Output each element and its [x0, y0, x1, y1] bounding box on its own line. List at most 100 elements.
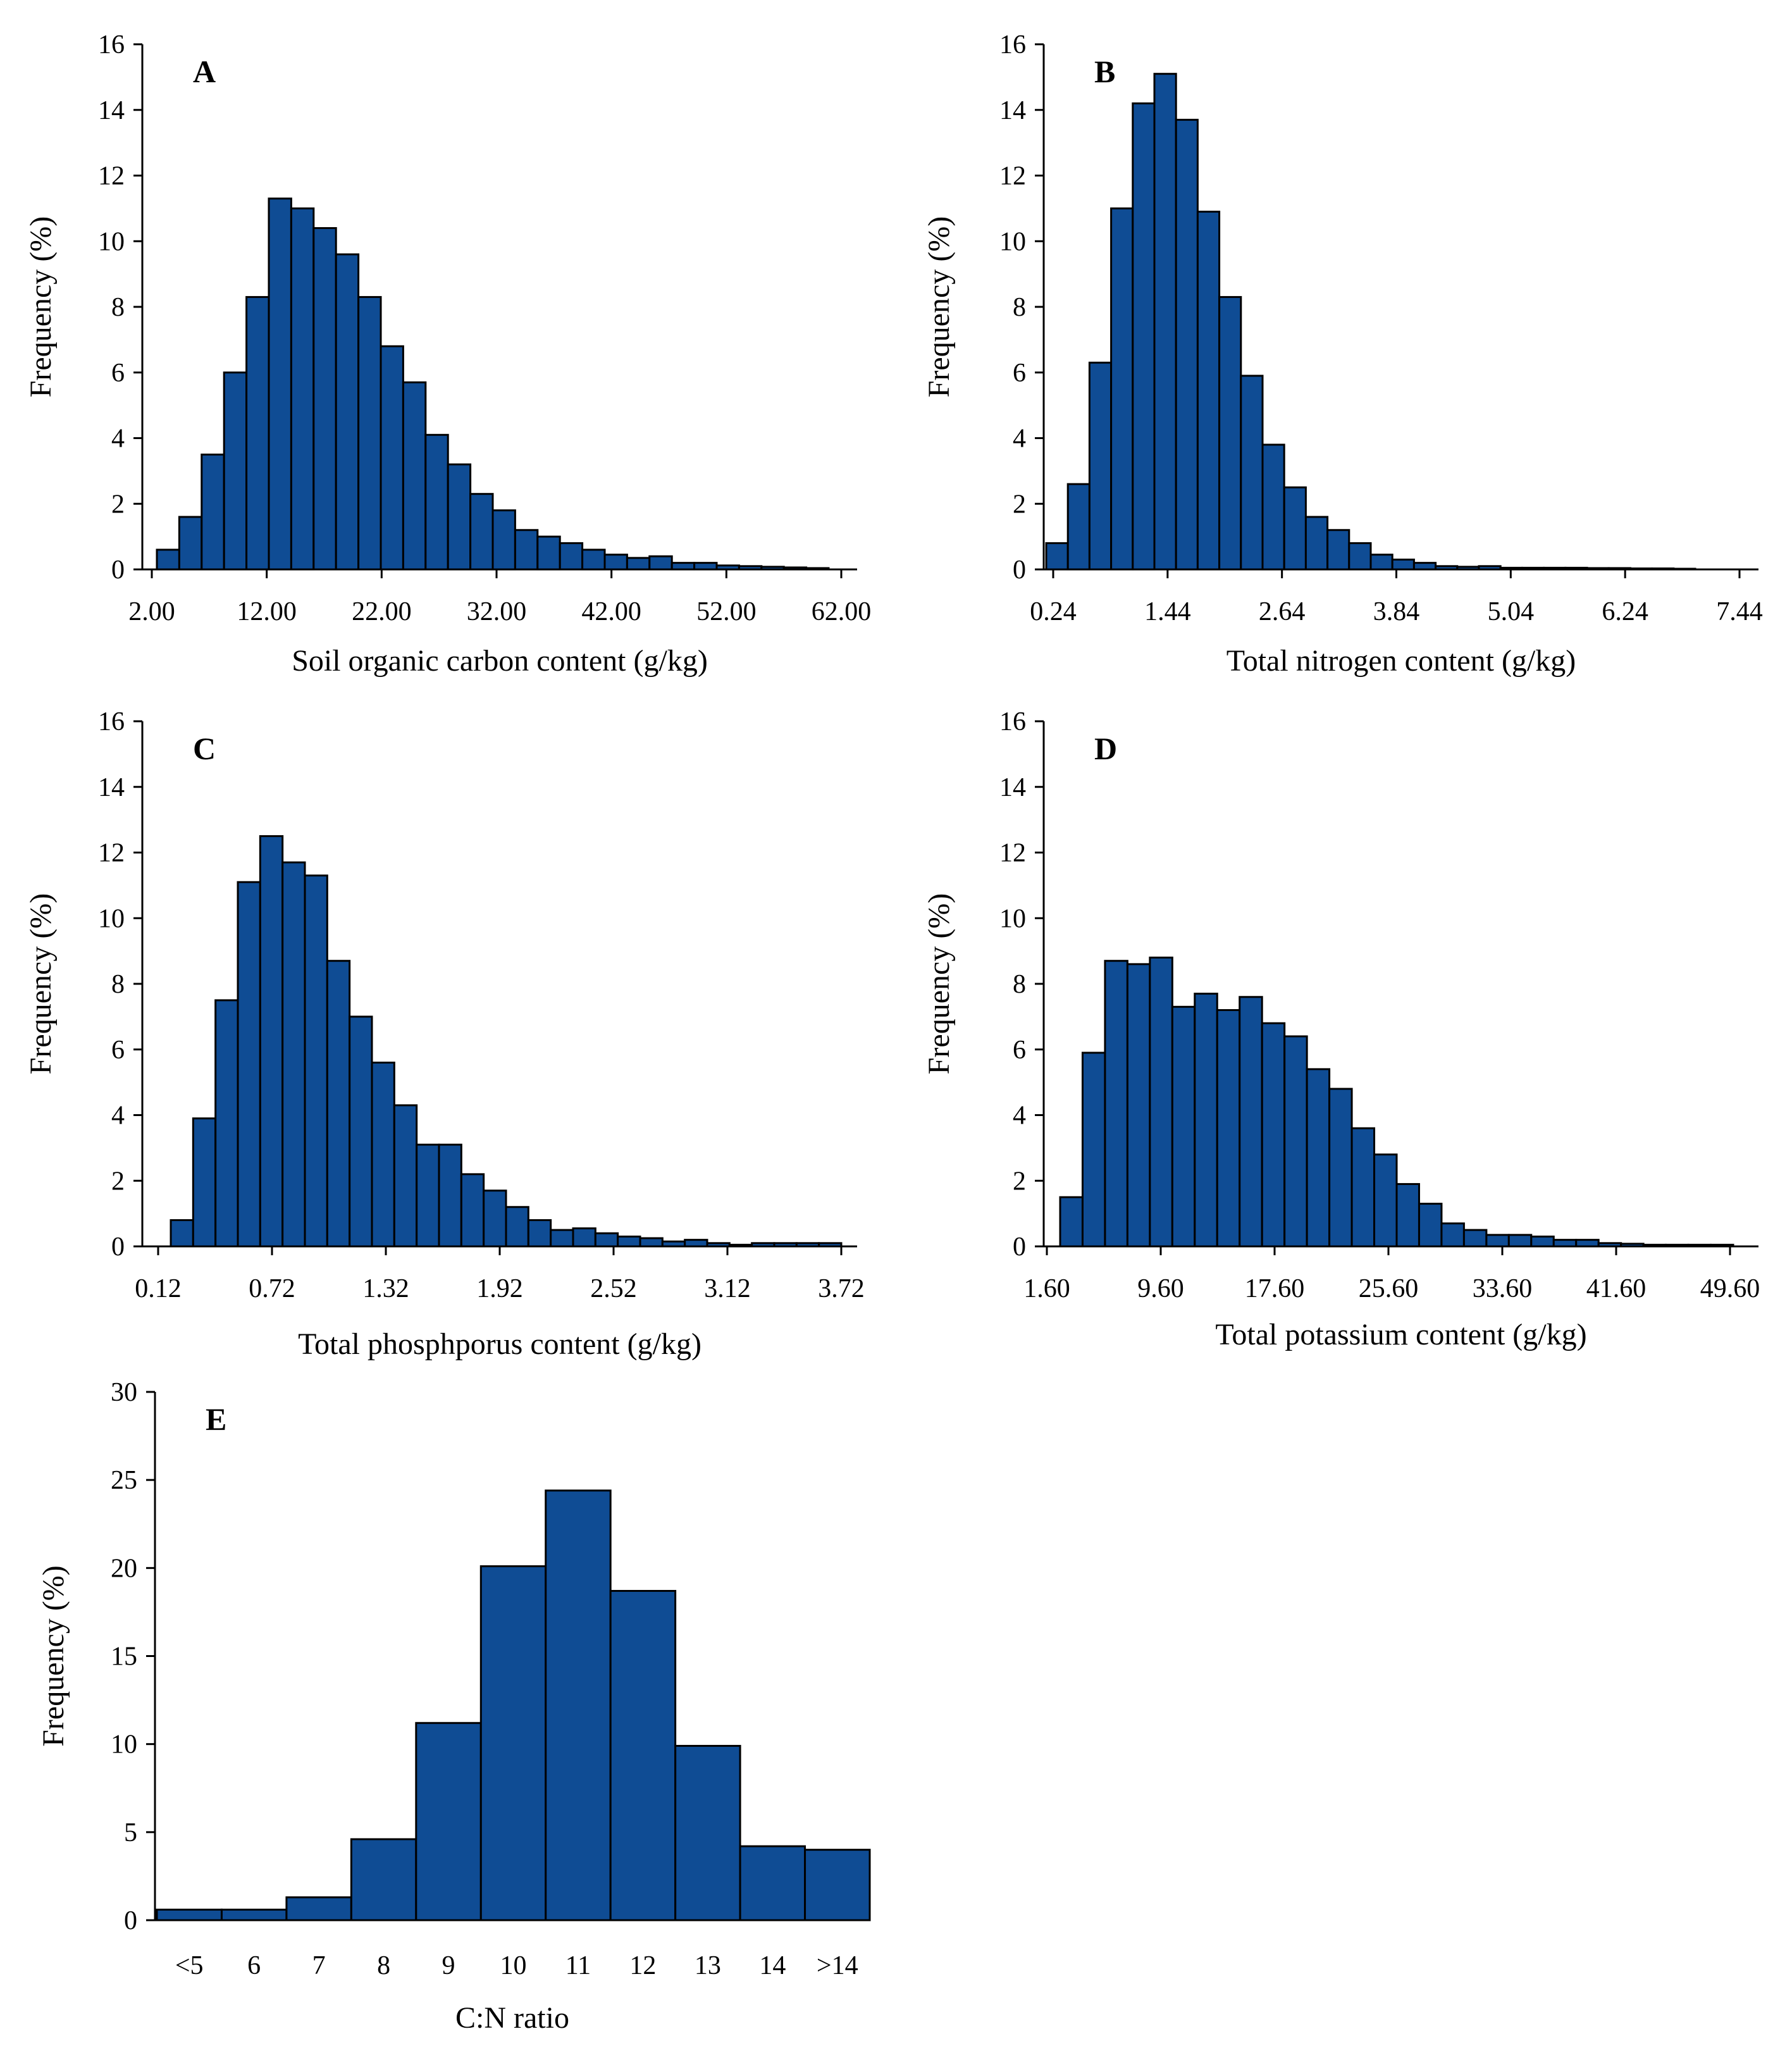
bar-d-9 — [1261, 1022, 1286, 1248]
x-axis-title-d: Total potassium content (g/kg) — [1215, 1318, 1586, 1351]
bar-a-23 — [670, 562, 696, 571]
y-tick-label-e-1: 5 — [124, 1818, 137, 1847]
chart-b: 0 2 4 6 8 10 12 14 16 0.24 1.44 2.64 3.84 5.04 6.24 7.4… — [922, 30, 1763, 678]
bar-b-2 — [1088, 361, 1113, 571]
bar-b-3 — [1110, 207, 1134, 571]
bar-a-14 — [469, 493, 494, 571]
y-tick-label-c-1: 2 — [111, 1167, 125, 1196]
bar-d-3 — [1126, 963, 1151, 1248]
y-tick-label-a-1: 2 — [111, 490, 125, 519]
bar-d-18 — [1462, 1229, 1488, 1248]
bar-a-15 — [491, 509, 516, 571]
x-tick-label-e-0: <5 — [175, 1951, 204, 1980]
x-tick-label-c-0: 0.12 — [135, 1274, 182, 1303]
x-tick-label-a-4: 42.00 — [581, 597, 641, 626]
bar-e-6 — [545, 1489, 612, 1921]
bar-a-22 — [648, 555, 673, 571]
x-tick-label-a-3: 32.00 — [467, 597, 527, 626]
bar-b-17 — [1412, 562, 1437, 571]
x-axis-title-b: Total nitrogen content (g/kg) — [1227, 644, 1576, 678]
bar-c-3 — [237, 881, 261, 1248]
x-tick-label-d-1: 9.60 — [1137, 1274, 1184, 1303]
y-tick-label-a-5: 10 — [98, 227, 125, 256]
x-tick-label-e-1: 6 — [247, 1951, 261, 1980]
y-tick-label-b-2: 4 — [1013, 425, 1026, 454]
bar-d-1 — [1081, 1052, 1106, 1248]
bar-d-23 — [1575, 1239, 1600, 1248]
y-tick-label-b-4: 8 — [1013, 293, 1026, 322]
y-tick-label-b-6: 12 — [999, 162, 1026, 191]
bar-e-3 — [350, 1838, 417, 1921]
x-tick-label-a-5: 52.00 — [696, 597, 757, 626]
bar-b-6 — [1175, 118, 1199, 571]
bar-c-6 — [304, 874, 328, 1248]
chart-panel-b: 0 2 4 6 8 10 12 14 16 0.24 1.44 2.64 3.84 5.04 6.24 7.4… — [898, 0, 1792, 702]
bar-a-5 — [268, 197, 292, 571]
bar-c-21 — [639, 1237, 664, 1248]
x-tick-label-e-2: 7 — [312, 1951, 326, 1980]
x-tick-label-e-5: 10 — [500, 1951, 527, 1980]
bar-a-16 — [514, 529, 539, 571]
y-axis-title-e: Frequency (%) — [37, 1565, 70, 1747]
bar-c-5 — [281, 861, 306, 1248]
bar-d-10 — [1283, 1035, 1308, 1248]
chart-c: 0 2 4 6 8 10 12 14 16 0.12 0.72 1.32 1.92 2.52 3.12 3.7… — [24, 707, 865, 1361]
bar-a-2 — [201, 453, 225, 571]
y-axis-title-a: Frequency (%) — [24, 216, 58, 398]
y-tick-label-c-5: 10 — [98, 904, 125, 933]
y-tick-label-a-2: 4 — [111, 425, 125, 454]
bar-d-12 — [1328, 1088, 1353, 1248]
y-tick-label-c-8: 16 — [98, 707, 125, 736]
x-tick-label-a-6: 62.00 — [812, 597, 872, 626]
x-tick-label-b-6: 7.44 — [1716, 597, 1763, 626]
bar-a-20 — [603, 554, 628, 571]
x-axis-title-e: C:N ratio — [455, 2001, 569, 2035]
bar-e-0 — [156, 1908, 223, 1921]
y-tick-label-b-3: 6 — [1013, 359, 1026, 388]
bar-b-14 — [1348, 542, 1372, 571]
bar-a-11 — [402, 381, 427, 571]
x-tick-label-d-5: 41.60 — [1586, 1274, 1647, 1303]
x-tick-label-d-0: 1.60 — [1023, 1274, 1070, 1303]
y-tick-label-a-8: 16 — [98, 30, 125, 59]
y-tick-label-e-6: 30 — [111, 1378, 137, 1407]
x-tick-label-a-2: 22.00 — [352, 597, 412, 626]
bar-e-10 — [804, 1849, 871, 1921]
bar-c-14 — [483, 1189, 507, 1248]
y-tick-label-e-2: 10 — [111, 1730, 137, 1759]
chart-panel-d: 0 2 4 6 8 10 12 14 16 1.60 9.60 17.60 25.60 33.60 41.6… — [898, 677, 1792, 1379]
chart-a: 0 2 4 6 8 10 12 14 16 2.00 12.00 22.00 32.00 42.00 52.… — [24, 30, 872, 678]
bar-e-9 — [739, 1845, 806, 1921]
bar-a-4 — [245, 295, 270, 571]
y-tick-label-d-8: 16 — [999, 707, 1026, 736]
bar-e-8 — [674, 1744, 741, 1921]
y-tick-label-d-0: 0 — [1013, 1232, 1026, 1262]
y-tick-label-b-7: 14 — [999, 96, 1026, 125]
bar-d-16 — [1418, 1203, 1443, 1248]
x-axis-title-a: Soil organic carbon content (g/kg) — [292, 644, 708, 678]
y-tick-label-a-7: 14 — [98, 96, 125, 125]
bar-a-0 — [156, 549, 180, 571]
bar-d-7 — [1216, 1009, 1241, 1248]
bar-b-15 — [1369, 554, 1393, 571]
bar-b-13 — [1326, 529, 1350, 571]
x-tick-label-a-1: 12.00 — [237, 597, 297, 626]
bar-c-19 — [594, 1232, 619, 1248]
bar-a-10 — [380, 345, 404, 571]
bar-b-5 — [1153, 73, 1177, 571]
x-tick-label-e-8: 13 — [695, 1951, 721, 1980]
y-tick-label-e-3: 15 — [111, 1642, 137, 1672]
y-tick-label-d-5: 10 — [999, 904, 1026, 933]
y-tick-label-a-3: 6 — [111, 359, 125, 388]
bar-d-15 — [1395, 1182, 1420, 1248]
y-axis-title-b: Frequency (%) — [922, 216, 956, 398]
bar-d-4 — [1149, 957, 1173, 1248]
y-tick-label-c-4: 8 — [111, 970, 125, 999]
chart-e: 0 5 10 15 20 25 30 <5 6 7 8 9 10 11 12 13 14 >14 E C:N rati… — [37, 1378, 871, 2035]
bar-e-5 — [479, 1565, 547, 1921]
y-tick-label-c-7: 14 — [98, 773, 125, 802]
bar-a-18 — [559, 542, 584, 571]
bar-a-12 — [424, 433, 449, 571]
y-tick-label-d-7: 14 — [999, 773, 1026, 802]
x-tick-label-c-6: 3.72 — [818, 1274, 865, 1303]
